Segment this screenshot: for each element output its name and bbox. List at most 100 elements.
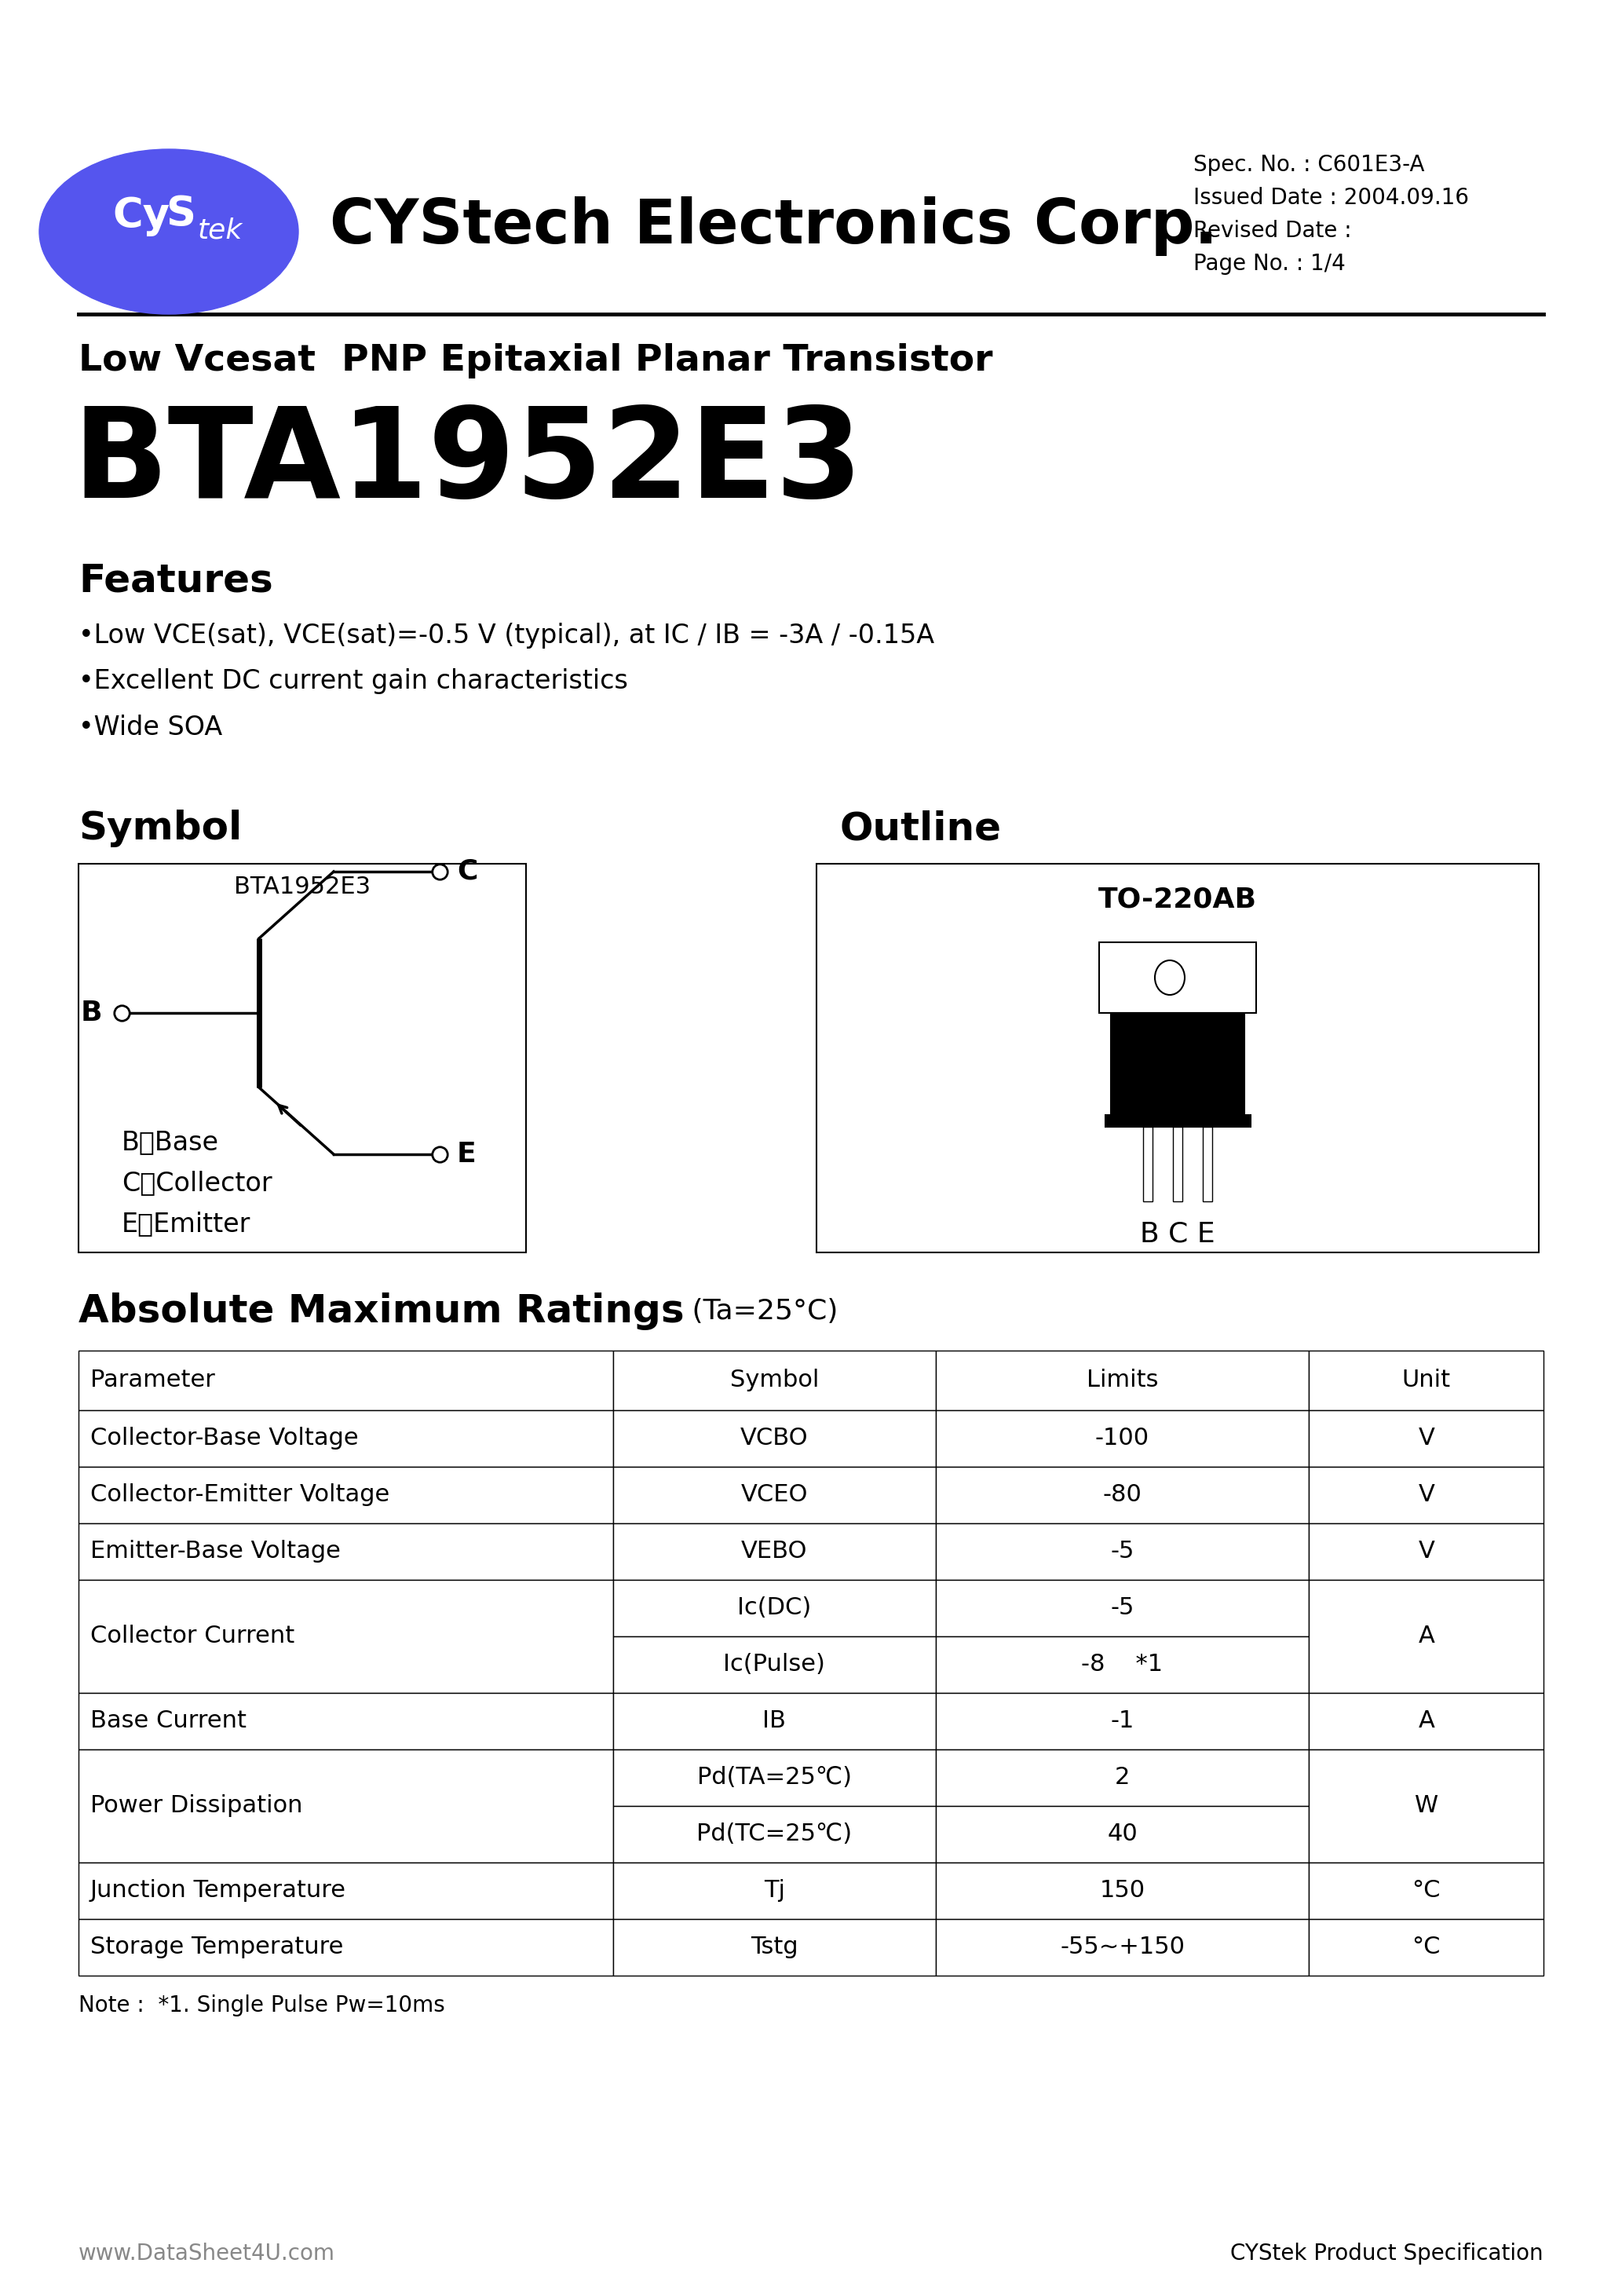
Text: Ic(DC): Ic(DC): [738, 1596, 811, 1619]
Text: tek: tek: [198, 216, 242, 243]
Text: Base Current: Base Current: [91, 1711, 247, 1733]
Text: Features: Features: [78, 563, 272, 599]
Text: VCEO: VCEO: [741, 1483, 808, 1506]
Text: Tstg: Tstg: [751, 1936, 798, 1958]
Text: VCBO: VCBO: [740, 1428, 808, 1449]
Bar: [1309, 1919, 1544, 1975]
Text: BTA1952E3: BTA1952E3: [73, 402, 863, 523]
Bar: [613, 1522, 936, 1580]
Text: Collector Current: Collector Current: [91, 1626, 295, 1649]
Text: 40: 40: [1108, 1823, 1137, 1846]
Text: B: B: [81, 999, 102, 1026]
Text: (Ta=25°C): (Ta=25°C): [683, 1297, 839, 1325]
Text: CYStech Electronics Corp.: CYStech Electronics Corp.: [329, 195, 1218, 255]
Ellipse shape: [39, 149, 298, 315]
Bar: [78, 1580, 613, 1692]
Bar: [613, 1807, 936, 1862]
Text: Outline: Outline: [840, 810, 1002, 847]
Bar: [613, 1862, 936, 1919]
Text: •Wide SOA: •Wide SOA: [78, 714, 222, 739]
Bar: [936, 1467, 1309, 1522]
Bar: [78, 1522, 613, 1580]
Bar: [78, 1410, 613, 1467]
Text: Emitter-Base Voltage: Emitter-Base Voltage: [91, 1541, 341, 1564]
Bar: [78, 863, 526, 1251]
Bar: [78, 1692, 613, 1750]
Bar: [936, 1919, 1309, 1975]
Bar: [613, 1692, 936, 1750]
Text: VEBO: VEBO: [741, 1541, 808, 1564]
Bar: [1173, 1127, 1182, 1201]
Text: E: E: [457, 1141, 477, 1169]
Text: V: V: [1418, 1428, 1434, 1449]
Text: B：Base: B：Base: [122, 1130, 219, 1155]
Bar: [1309, 1522, 1544, 1580]
Text: A: A: [1418, 1626, 1434, 1649]
Bar: [1309, 1350, 1544, 1410]
Text: -8    *1: -8 *1: [1082, 1653, 1163, 1676]
Text: C: C: [457, 859, 477, 884]
Text: -5: -5: [1111, 1596, 1134, 1619]
Text: Storage Temperature: Storage Temperature: [91, 1936, 344, 1958]
Bar: [1309, 1750, 1544, 1862]
Bar: [1105, 1116, 1251, 1127]
Text: Note :  *1. Single Pulse Pw=10ms: Note : *1. Single Pulse Pw=10ms: [78, 1995, 444, 2016]
Bar: [936, 1350, 1309, 1410]
Text: Absolute Maximum Ratings: Absolute Maximum Ratings: [78, 1293, 684, 1329]
Bar: [936, 1807, 1309, 1862]
Text: Pd(TC=25℃): Pd(TC=25℃): [696, 1823, 852, 1846]
Text: Collector-Emitter Voltage: Collector-Emitter Voltage: [91, 1483, 389, 1506]
Text: V: V: [1418, 1483, 1434, 1506]
Text: Pd(TA=25℃): Pd(TA=25℃): [697, 1766, 852, 1789]
Text: -5: -5: [1111, 1541, 1134, 1564]
Text: Spec. No. : C601E3-A: Spec. No. : C601E3-A: [1194, 154, 1424, 177]
Bar: [613, 1467, 936, 1522]
Ellipse shape: [1155, 960, 1184, 994]
Text: Issued Date : 2004.09.16: Issued Date : 2004.09.16: [1194, 186, 1470, 209]
Text: IB: IB: [762, 1711, 787, 1733]
Text: S: S: [165, 193, 196, 234]
Text: CYStek Product Specification: CYStek Product Specification: [1231, 2243, 1544, 2264]
Bar: [613, 1350, 936, 1410]
Text: E：Emitter: E：Emitter: [122, 1212, 251, 1238]
Text: B C E: B C E: [1140, 1221, 1215, 1247]
Bar: [613, 1580, 936, 1637]
Text: -1: -1: [1111, 1711, 1134, 1733]
Text: Tj: Tj: [764, 1880, 785, 1901]
Text: -100: -100: [1095, 1428, 1150, 1449]
Text: Symbol: Symbol: [78, 810, 242, 847]
Text: Junction Temperature: Junction Temperature: [91, 1880, 345, 1901]
Text: Collector-Base Voltage: Collector-Base Voltage: [91, 1428, 358, 1449]
Bar: [936, 1637, 1309, 1692]
Text: C：Collector: C：Collector: [122, 1171, 272, 1196]
Bar: [936, 1862, 1309, 1919]
Text: °C: °C: [1413, 1936, 1440, 1958]
Text: TO-220AB: TO-220AB: [1098, 886, 1257, 912]
Bar: [78, 1467, 613, 1522]
Bar: [78, 1862, 613, 1919]
Bar: [613, 1919, 936, 1975]
Text: A: A: [1418, 1711, 1434, 1733]
Bar: [936, 1692, 1309, 1750]
Bar: [78, 1350, 613, 1410]
Bar: [1309, 1862, 1544, 1919]
Bar: [1309, 1692, 1544, 1750]
Text: Revised Date :: Revised Date :: [1194, 220, 1351, 241]
Text: V: V: [1418, 1541, 1434, 1564]
Bar: [78, 1750, 613, 1862]
Text: Unit: Unit: [1401, 1368, 1450, 1391]
Text: Low Vcesat  PNP Epitaxial Planar Transistor: Low Vcesat PNP Epitaxial Planar Transist…: [78, 344, 993, 379]
Text: BTA1952E3: BTA1952E3: [234, 875, 370, 898]
Text: W: W: [1414, 1795, 1439, 1818]
Text: Parameter: Parameter: [91, 1368, 216, 1391]
Bar: [1309, 1580, 1544, 1692]
Bar: [936, 1410, 1309, 1467]
Text: •Excellent DC current gain characteristics: •Excellent DC current gain characteristi…: [78, 668, 628, 693]
Bar: [1144, 1127, 1153, 1201]
Text: 2: 2: [1114, 1766, 1131, 1789]
Bar: [613, 1410, 936, 1467]
Bar: [1204, 1127, 1212, 1201]
Bar: [1100, 941, 1255, 1013]
Bar: [936, 1580, 1309, 1637]
Bar: [816, 863, 1539, 1251]
